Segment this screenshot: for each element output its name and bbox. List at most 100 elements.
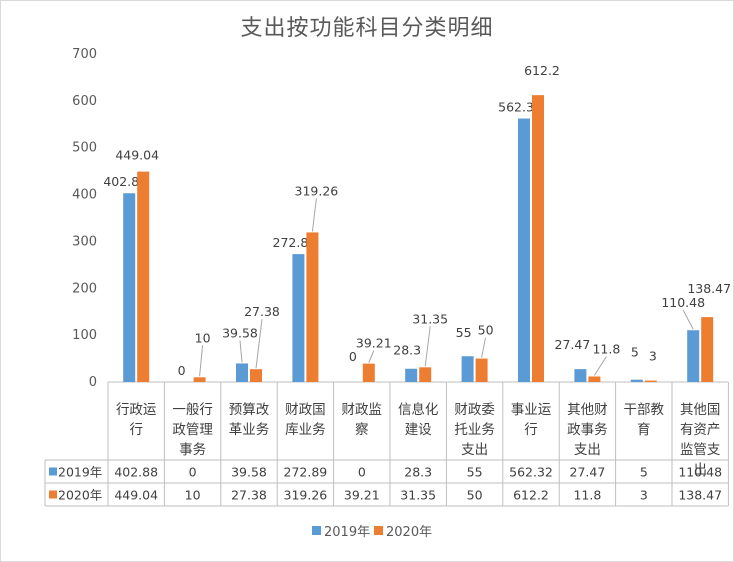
data-label: 11.8 [592,341,620,356]
category-label: 事务 [179,442,206,458]
data-label: 31.35 [412,311,448,326]
bar-series1 [461,356,474,382]
leader-line [199,345,204,377]
category-label: 财政委 [454,402,495,418]
category-label: 政管理 [172,422,213,438]
bar-series2 [532,95,544,383]
leader-line [368,350,375,363]
y-tick-label: 500 [72,141,97,156]
leader-line [682,309,694,330]
category-label: 财政国 [285,402,326,418]
bar-series1 [574,369,587,382]
table-cell: 5 [640,465,648,480]
y-tick-label: 600 [72,94,97,109]
table-cell: 50 [467,488,483,503]
legend-label: 2020年 [386,525,432,540]
category-label: 支出 [461,442,488,458]
bar-series2 [701,317,714,382]
category-label: 预算改 [229,402,270,418]
table-cell: 0 [358,465,366,480]
category-label: 其他国 [680,402,721,418]
data-label: 612.2 [524,63,560,78]
bar-series1 [236,363,248,382]
leader-line [255,319,263,369]
leader-line [311,198,317,232]
table-cell: 272.89 [284,465,328,480]
data-label: 3 [649,349,657,364]
category-label: 一般行 [172,402,213,418]
data-label: 27.38 [244,304,280,319]
bar-series2 [362,363,375,382]
bar-series1 [292,254,305,382]
table-cell: 562.32 [509,465,553,480]
data-label: 402.88 [103,174,147,189]
leader-line [481,337,487,358]
table-cell: 138.47 [678,488,722,503]
y-tick-label: 300 [72,234,97,249]
bar-series2 [250,369,262,382]
y-tick-label: 0 [89,375,97,390]
data-label: 0 [178,363,186,378]
bar-series2 [588,376,601,382]
table-cell: 319.26 [284,488,328,503]
data-label: 272.89 [273,235,317,250]
table-cell: 31.35 [400,488,436,503]
data-label: 28.3 [393,343,421,358]
table-cell: 27.38 [231,488,267,503]
y-tick-label: 100 [72,328,97,343]
legend-label: 2019年 [324,525,370,540]
bar-series2 [306,232,319,382]
category-label: 行政运 [116,402,157,418]
data-label: 449.04 [115,148,159,163]
table-cell: 402.88 [114,465,158,480]
bar-series2 [644,380,657,382]
table-cell: 28.3 [404,465,432,480]
bar-series1 [630,379,643,382]
table-cell: 449.04 [114,488,158,503]
category-label: 财政监 [342,402,383,418]
table-legend-key [49,490,57,499]
data-label: 5 [631,345,639,360]
data-label: 50 [478,323,494,338]
data-label: 319.26 [295,183,339,198]
leader-line [239,340,243,363]
data-label: 55 [456,325,472,340]
table-cell: 39.58 [231,465,267,480]
category-label: 行 [129,422,143,438]
category-label: 库业务 [285,422,326,438]
table-cell: 10 [185,488,201,503]
data-label: 562.32 [498,100,542,115]
data-label: 110.48 [661,295,705,310]
category-label: 政事务 [567,422,608,438]
category-label: 其他财 [567,402,608,418]
table-cell: 11.8 [573,488,601,503]
category-label: 出 [693,462,707,478]
leader-line [424,326,431,367]
category-label: 支出 [574,442,601,458]
category-label: 育 [637,422,651,438]
table-cell: 110.48 [678,465,722,480]
legend-key [312,526,321,535]
table-series-name: 2019年 [58,465,102,480]
table-cell: 39.21 [344,488,380,503]
bar-series2 [137,171,150,382]
category-label: 行 [524,422,538,438]
bar-series2 [193,377,206,382]
data-label: 39.58 [222,325,258,340]
data-label: 0 [349,349,357,364]
data-label: 27.47 [555,337,591,352]
category-label: 建设 [405,422,432,438]
table-cell: 27.47 [570,465,606,480]
bar-series2 [419,367,432,382]
category-label: 革业务 [229,422,270,438]
data-label: 10 [195,330,211,345]
category-label: 监管支 [680,442,721,458]
bar-series1 [405,368,418,382]
bar-series1 [123,193,136,382]
table-cell: 3 [640,488,648,503]
y-tick-label: 200 [72,281,97,296]
bar-series1 [687,330,700,382]
table-cell: 612.2 [513,488,549,503]
category-label: 有资产 [680,422,721,438]
